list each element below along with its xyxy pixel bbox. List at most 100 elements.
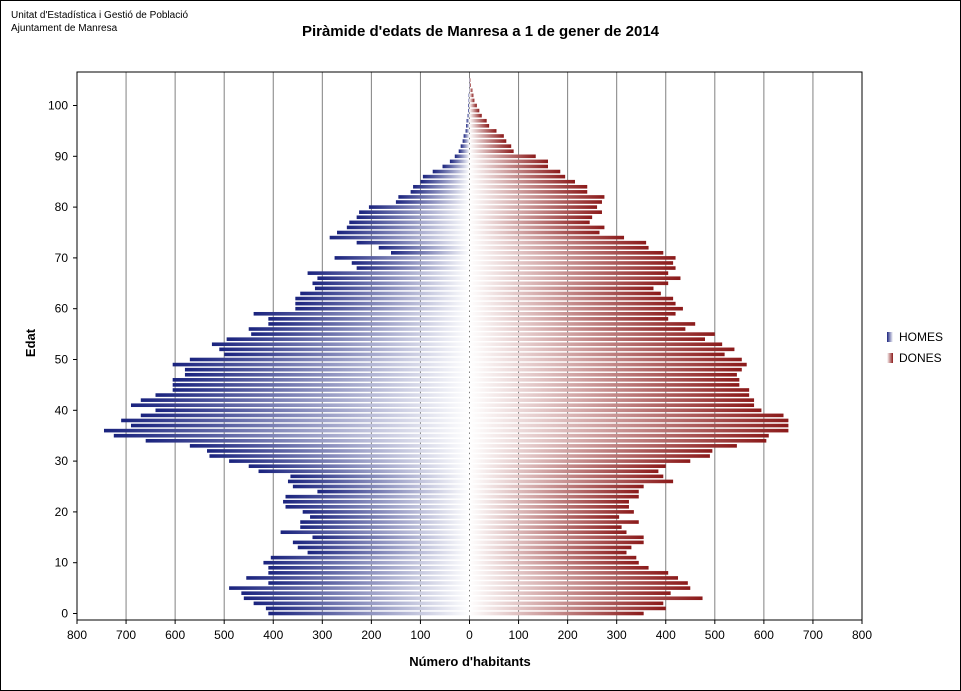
bar-homes bbox=[184, 367, 470, 372]
bar-dones bbox=[469, 555, 637, 560]
bar-homes bbox=[113, 433, 470, 438]
bar-homes bbox=[226, 337, 470, 341]
bar-dones bbox=[469, 423, 789, 428]
bar-dones bbox=[469, 540, 644, 545]
bar-dones bbox=[469, 586, 691, 590]
bar-dones bbox=[469, 601, 664, 606]
bar-dones bbox=[469, 433, 769, 438]
bar-dones bbox=[469, 469, 659, 474]
bar-homes bbox=[283, 499, 470, 504]
bar-homes bbox=[359, 210, 470, 214]
bar-dones bbox=[469, 276, 681, 281]
bar-homes bbox=[314, 286, 470, 291]
bar-dones bbox=[469, 83, 471, 87]
bar-dones bbox=[469, 408, 762, 413]
y-tick-label: 70 bbox=[55, 251, 69, 265]
bar-dones bbox=[469, 296, 674, 301]
bar-homes bbox=[300, 525, 470, 529]
bar-dones bbox=[469, 327, 686, 331]
y-tick-label: 50 bbox=[55, 353, 69, 367]
x-tick-label: 300 bbox=[312, 628, 332, 642]
bar-dones bbox=[469, 195, 605, 199]
x-tick-label: 800 bbox=[852, 628, 872, 642]
bar-dones bbox=[469, 515, 620, 519]
y-tick-label: 90 bbox=[55, 149, 69, 163]
legend-swatch-homes bbox=[887, 331, 893, 342]
bar-homes bbox=[312, 281, 470, 286]
bar-homes bbox=[280, 530, 470, 535]
x-tick-label: 500 bbox=[705, 628, 725, 642]
bar-homes bbox=[207, 449, 470, 453]
bar-dones bbox=[469, 550, 627, 555]
bar-homes bbox=[356, 215, 470, 220]
bar-dones bbox=[469, 88, 473, 93]
bar-dones bbox=[469, 489, 639, 494]
bar-homes bbox=[219, 347, 470, 352]
bar-homes bbox=[466, 118, 470, 123]
bar-dones bbox=[469, 494, 639, 499]
bar-dones bbox=[469, 535, 644, 540]
bar-dones bbox=[469, 225, 605, 230]
bar-homes bbox=[248, 464, 470, 468]
bar-homes bbox=[155, 408, 470, 413]
y-axis-label: Edat bbox=[23, 328, 38, 357]
bar-homes bbox=[290, 474, 470, 479]
bar-dones bbox=[469, 118, 487, 123]
bar-homes bbox=[251, 332, 470, 336]
bar-homes bbox=[351, 261, 470, 265]
bar-homes bbox=[268, 611, 470, 616]
bar-dones bbox=[469, 510, 634, 514]
bar-dones bbox=[469, 479, 674, 484]
bar-homes bbox=[356, 240, 470, 245]
bar-dones bbox=[469, 113, 482, 118]
bar-dones bbox=[469, 362, 747, 367]
bar-homes bbox=[300, 291, 470, 296]
bar-dones bbox=[469, 418, 789, 423]
bar-dones bbox=[469, 530, 627, 535]
bar-dones bbox=[469, 266, 676, 270]
legend: HOMES DONES bbox=[887, 326, 943, 368]
bar-dones bbox=[469, 474, 664, 479]
bar-homes bbox=[395, 200, 470, 204]
bar-dones bbox=[469, 124, 490, 128]
bar-homes bbox=[422, 174, 470, 179]
bar-homes bbox=[258, 469, 470, 474]
bar-homes bbox=[172, 362, 470, 367]
bar-dones bbox=[469, 393, 750, 397]
x-tick-label: 400 bbox=[656, 628, 676, 642]
bar-homes bbox=[189, 357, 470, 362]
bar-dones bbox=[469, 154, 536, 159]
bar-homes bbox=[468, 103, 470, 108]
y-tick-label: 80 bbox=[55, 200, 69, 214]
bar-homes bbox=[295, 296, 470, 301]
bar-dones bbox=[469, 291, 661, 296]
legend-item-homes: HOMES bbox=[887, 326, 943, 347]
bar-dones bbox=[469, 220, 590, 225]
y-tick-label: 100 bbox=[48, 99, 68, 113]
x-tick-label: 400 bbox=[263, 628, 283, 642]
bar-homes bbox=[420, 179, 470, 184]
bar-dones bbox=[469, 438, 767, 443]
bar-homes bbox=[121, 418, 470, 423]
y-tick-label: 20 bbox=[55, 505, 69, 519]
bar-dones bbox=[469, 464, 666, 468]
bar-homes bbox=[268, 571, 470, 575]
bar-homes bbox=[172, 388, 470, 392]
bar-dones bbox=[469, 169, 561, 174]
bar-homes bbox=[130, 403, 470, 408]
x-tick-label: 500 bbox=[214, 628, 234, 642]
org-label: Unitat d'Estadística i Gestió de Poblaci… bbox=[11, 9, 188, 35]
bar-homes bbox=[253, 311, 470, 316]
bar-homes bbox=[229, 586, 470, 590]
bar-homes bbox=[295, 306, 470, 311]
bar-homes bbox=[462, 139, 470, 143]
y-tick-label: 30 bbox=[55, 454, 69, 468]
legend-label-homes: HOMES bbox=[899, 329, 944, 344]
x-tick-label: 600 bbox=[165, 628, 185, 642]
bar-dones bbox=[469, 454, 710, 458]
bar-dones bbox=[469, 235, 625, 240]
bar-homes bbox=[268, 565, 470, 570]
bar-dones bbox=[469, 565, 649, 570]
bar-dones bbox=[469, 444, 737, 448]
bar-dones bbox=[469, 383, 740, 387]
